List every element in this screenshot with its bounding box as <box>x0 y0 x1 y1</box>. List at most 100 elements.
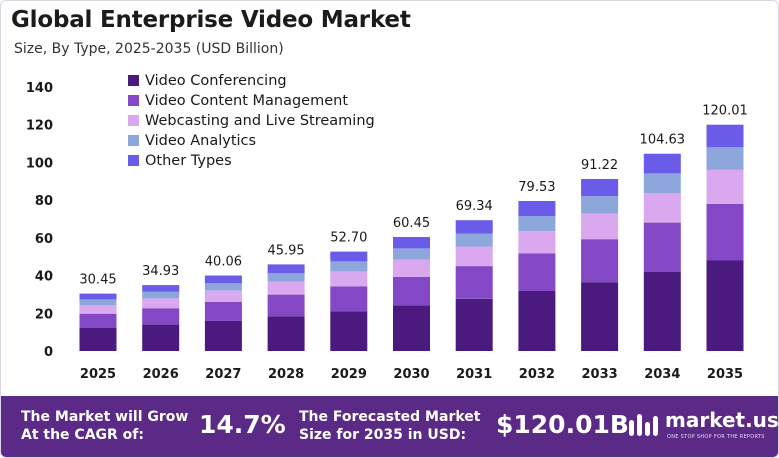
legend-swatch <box>128 95 139 106</box>
bar-segment-other-types <box>518 201 556 216</box>
bar-segment-video-content-management <box>706 203 744 261</box>
bar-segment-webcasting-and-live-streaming <box>455 246 493 267</box>
bar-segment-video-analytics <box>142 291 180 299</box>
bar-segment-video-analytics <box>581 196 619 214</box>
bar-segment-video-conferencing <box>518 291 556 351</box>
bar-series <box>79 124 744 351</box>
bar-segment-video-conferencing <box>643 272 681 351</box>
bar-segment-video-analytics <box>455 233 493 247</box>
bar-segment-video-analytics <box>267 272 305 282</box>
legend-swatch <box>128 115 139 126</box>
bar-segment-other-types <box>643 153 681 174</box>
x-tick-label: 2034 <box>644 367 680 382</box>
total-value-label: 60.45 <box>393 216 430 231</box>
bar-segment-video-analytics <box>330 261 368 272</box>
bar-segment-video-content-management <box>330 286 368 312</box>
bar-segment-other-types <box>330 251 368 262</box>
forecast-label-line2: Size for 2035 in USD: <box>299 427 467 443</box>
bar-segment-video-conferencing <box>330 311 368 351</box>
legend-swatch <box>128 155 139 166</box>
bar-segment-video-content-management <box>393 276 430 306</box>
bar-segment-video-analytics <box>79 299 117 305</box>
y-tick-label: 60 <box>35 232 53 247</box>
bar-segment-video-content-management <box>79 313 117 328</box>
bar-segment-webcasting-and-live-streaming <box>330 271 368 287</box>
x-tick-label: 2030 <box>393 367 429 382</box>
bar-segment-webcasting-and-live-streaming <box>267 281 305 295</box>
legend-swatch <box>128 75 139 86</box>
bar-segment-video-conferencing <box>581 282 619 351</box>
x-tick-label: 2027 <box>205 367 241 382</box>
y-tick-label: 100 <box>26 156 53 171</box>
total-value-label: 120.01 <box>702 104 748 119</box>
cagr-label-line2: At the CAGR of: <box>21 427 144 443</box>
bar-segment-video-analytics <box>706 147 744 170</box>
x-tick-label: 2026 <box>143 367 179 382</box>
bar-segment-video-content-management <box>204 302 242 321</box>
legend-swatch <box>128 135 139 146</box>
bar-segment-video-content-management <box>455 266 493 299</box>
total-value-label: 30.45 <box>79 273 116 288</box>
bar-segment-video-analytics <box>643 173 681 193</box>
summary-footer: The Market will Grow At the CAGR of: 14.… <box>1 396 779 457</box>
x-axis: 2025 2026 2027 2028 2029 2030 2031 2032 2033 2034… <box>80 367 743 382</box>
bar-segment-webcasting-and-live-streaming <box>393 259 430 277</box>
bar-segment-video-conferencing <box>79 328 117 351</box>
bar-segment-webcasting-and-live-streaming <box>518 231 556 254</box>
bar-segment-video-analytics <box>518 216 556 232</box>
bar-segment-webcasting-and-live-streaming <box>142 298 180 309</box>
bar-segment-video-content-management <box>142 308 180 325</box>
total-value-label: 69.34 <box>456 199 493 214</box>
bar-segment-video-content-management <box>643 222 681 272</box>
x-tick-label: 2035 <box>707 367 743 382</box>
bar-segment-other-types <box>79 293 117 300</box>
y-tick-label: 80 <box>35 194 53 209</box>
bar-segment-webcasting-and-live-streaming <box>204 290 242 302</box>
y-tick-label: 40 <box>35 270 53 285</box>
bar-segment-webcasting-and-live-streaming <box>643 193 681 223</box>
bar-segment-other-types <box>142 285 180 292</box>
stacked-bar-chart: 0 20 40 60 80 100 120 140 30.45 34.93 40.06 45.95 5… <box>26 73 748 382</box>
bar-segment-other-types <box>393 237 430 249</box>
legend-label: Video Conferencing <box>145 73 287 89</box>
total-value-label: 40.06 <box>205 255 242 270</box>
forecast-value: $120.01B <box>496 410 629 439</box>
y-tick-label: 20 <box>35 307 53 322</box>
legend-label: Other Types <box>145 153 232 169</box>
y-tick-label: 140 <box>26 81 53 96</box>
brand-tagline: ONE STOP SHOP FOR THE REPORTS <box>667 434 765 440</box>
x-tick-label: 2025 <box>80 367 116 382</box>
total-value-label: 104.63 <box>640 133 686 148</box>
bar-segment-video-analytics <box>393 248 430 260</box>
bar-segment-other-types <box>581 179 619 197</box>
bar-segment-video-conferencing <box>393 305 430 351</box>
total-value-label: 34.93 <box>142 264 179 279</box>
cagr-label-line1: The Market will Grow <box>21 409 189 425</box>
legend-label: Video Content Management <box>145 93 348 109</box>
y-axis: 0 20 40 60 80 100 120 140 <box>26 81 53 360</box>
bar-segment-other-types <box>706 124 744 148</box>
x-tick-label: 2029 <box>331 367 367 382</box>
chart-title: Global Enterprise Video Market <box>11 7 411 33</box>
bar-segment-video-content-management <box>518 253 556 291</box>
forecast-label: The Forecasted Market Size for 2035 in U… <box>299 408 480 444</box>
total-labels: 30.45 34.93 40.06 45.95 52.70 60.45 69.34 79.53… <box>79 104 747 288</box>
bar-segment-other-types <box>455 220 493 234</box>
cagr-value: 14.7% <box>199 410 286 439</box>
bar-segment-video-content-management <box>267 294 305 317</box>
bar-segment-video-conferencing <box>706 260 744 351</box>
legend-label: Video Analytics <box>145 133 256 149</box>
bar-segment-webcasting-and-live-streaming <box>79 305 117 314</box>
bar-segment-video-analytics <box>204 283 242 291</box>
bar-segment-video-conferencing <box>204 320 242 351</box>
bar-segment-other-types <box>204 275 242 284</box>
total-value-label: 79.53 <box>518 180 555 195</box>
chart-legend: Video Conferencing Video Content Manageme… <box>128 73 375 169</box>
y-tick-label: 0 <box>44 345 53 360</box>
bar-segment-other-types <box>267 264 305 273</box>
total-value-label: 91.22 <box>581 158 618 173</box>
bar-segment-video-conferencing <box>267 316 305 351</box>
brand-name: market.us <box>665 408 779 432</box>
bar-segment-webcasting-and-live-streaming <box>706 170 744 204</box>
